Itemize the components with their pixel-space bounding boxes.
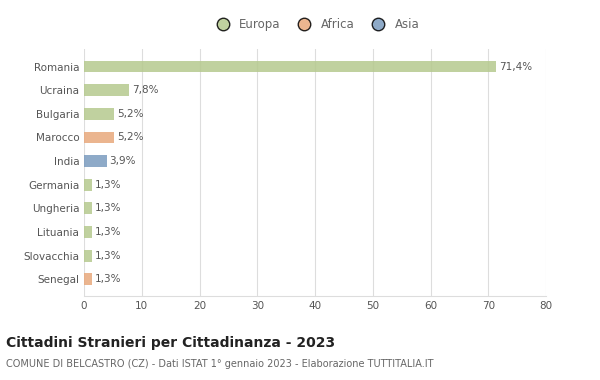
Text: 71,4%: 71,4%: [499, 62, 532, 71]
Text: 1,3%: 1,3%: [94, 274, 121, 284]
Bar: [84, 61, 496, 73]
Text: 5,2%: 5,2%: [117, 109, 143, 119]
Text: 1,3%: 1,3%: [94, 203, 121, 213]
Text: 7,8%: 7,8%: [132, 85, 158, 95]
Bar: [84, 203, 92, 214]
Bar: [84, 108, 114, 120]
Bar: [84, 250, 92, 261]
Bar: [84, 179, 92, 191]
Bar: [84, 84, 129, 96]
Bar: [84, 226, 92, 238]
Text: 3,9%: 3,9%: [109, 156, 136, 166]
Text: COMUNE DI BELCASTRO (CZ) - Dati ISTAT 1° gennaio 2023 - Elaborazione TUTTITALIA.: COMUNE DI BELCASTRO (CZ) - Dati ISTAT 1°…: [6, 359, 433, 369]
Bar: [84, 155, 107, 167]
Text: 1,3%: 1,3%: [94, 251, 121, 261]
Text: 5,2%: 5,2%: [117, 133, 143, 142]
Legend: Europa, Africa, Asia: Europa, Africa, Asia: [206, 13, 424, 36]
Bar: [84, 131, 114, 143]
Bar: [84, 273, 92, 285]
Text: 1,3%: 1,3%: [94, 227, 121, 237]
Text: 1,3%: 1,3%: [94, 180, 121, 190]
Text: Cittadini Stranieri per Cittadinanza - 2023: Cittadini Stranieri per Cittadinanza - 2…: [6, 336, 335, 350]
